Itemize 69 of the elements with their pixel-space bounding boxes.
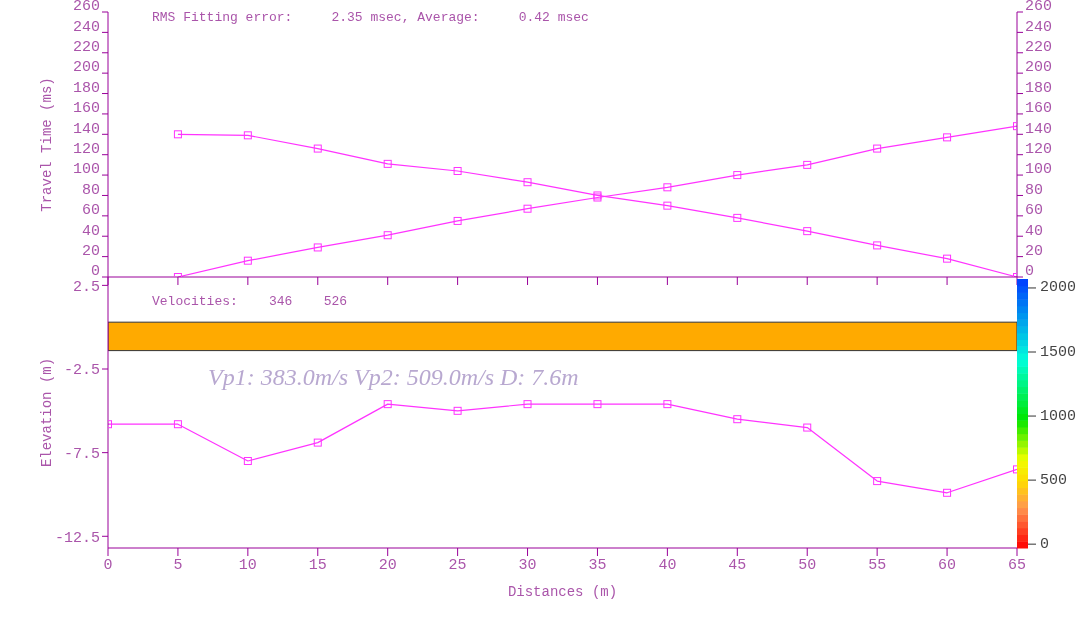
x-tick-label: 15	[308, 556, 327, 574]
point	[733, 415, 742, 424]
y-tick-label: -7.5	[63, 445, 100, 463]
y-tick-label: 220	[72, 39, 100, 57]
annotation: RMS Fitting error: 2.35 msec, Average: 0.42 msec	[152, 10, 589, 25]
point	[943, 488, 952, 497]
x-tick-label: 40	[658, 556, 677, 574]
y-tick-label: 0	[90, 263, 100, 281]
y2-tick-label: 140	[1025, 120, 1053, 138]
y-tick-label: 2.5	[72, 278, 100, 296]
point	[173, 420, 182, 429]
point	[523, 400, 532, 409]
annotation: Velocities: 346 526	[152, 294, 348, 309]
x-tick-label: 30	[518, 556, 537, 574]
x-tick-label: 50	[798, 556, 817, 574]
color-bar-label: 500	[1040, 471, 1068, 489]
y-tick-label: 100	[72, 161, 100, 179]
y-tick-label: 40	[81, 222, 100, 240]
y-axis-title: Elevation (m)	[38, 357, 55, 468]
y-tick-label: 120	[72, 141, 100, 159]
color-bar-label: 1500	[1040, 343, 1077, 361]
y-axis-title: Travel Time (ms)	[38, 77, 55, 212]
point	[313, 438, 322, 447]
y2-tick-label: 220	[1025, 39, 1053, 57]
y-tick-label: 80	[81, 181, 100, 199]
y2-tick-label: 260	[1025, 0, 1053, 16]
y2-tick-label: 160	[1025, 100, 1053, 118]
y2-tick-label: 100	[1025, 161, 1053, 179]
y-tick-label: 180	[72, 79, 100, 97]
y2-tick-label: 240	[1025, 18, 1053, 36]
x-tick-label: 5	[173, 556, 183, 574]
x-axis-title: Distances (m)	[507, 584, 618, 600]
y-tick-label: 200	[72, 59, 100, 77]
point	[593, 400, 602, 409]
y-tick-label: 160	[72, 100, 100, 118]
x-tick-label: 60	[938, 556, 957, 574]
point	[383, 400, 392, 409]
y-tick-label: 60	[81, 202, 100, 220]
y-tick-label: -2.5	[63, 362, 100, 380]
color-bar-label: 1000	[1040, 407, 1077, 425]
x-tick-label: 25	[448, 556, 467, 574]
y2-tick-label: 0	[1025, 263, 1035, 281]
x-tick-label: 55	[868, 556, 887, 574]
x-tick-label: 10	[238, 556, 257, 574]
x-tick-label: 0	[103, 556, 113, 574]
color-bar-label: 2000	[1040, 279, 1077, 297]
point	[243, 457, 252, 466]
x-tick-label: 20	[378, 556, 397, 574]
point	[663, 400, 672, 409]
y2-tick-label: 40	[1025, 222, 1044, 240]
y2-tick-label: 120	[1025, 141, 1053, 159]
y-tick-label: 140	[72, 120, 100, 138]
x-tick-label: 65	[1007, 556, 1027, 574]
x-tick-label: 35	[588, 556, 607, 574]
y2-tick-label: 80	[1025, 181, 1044, 199]
y-tick-label: 260	[72, 0, 100, 16]
y2-tick-label: 180	[1025, 79, 1053, 97]
point	[873, 477, 882, 486]
y2-tick-label: 20	[1025, 242, 1044, 260]
y-tick-label: 240	[72, 18, 100, 36]
annotation: Vp1: 383.0m/s Vp2: 509.0m/s D: 7.6m	[202, 362, 585, 393]
y2-tick-label: 200	[1025, 59, 1053, 77]
y-tick-label: -12.5	[54, 529, 100, 547]
point	[803, 423, 812, 432]
y2-tick-label: 60	[1025, 202, 1044, 220]
point	[453, 406, 462, 415]
x-tick-label: 45	[728, 556, 747, 574]
y-tick-label: 20	[81, 242, 100, 260]
color-bar-label: 0	[1040, 535, 1050, 553]
